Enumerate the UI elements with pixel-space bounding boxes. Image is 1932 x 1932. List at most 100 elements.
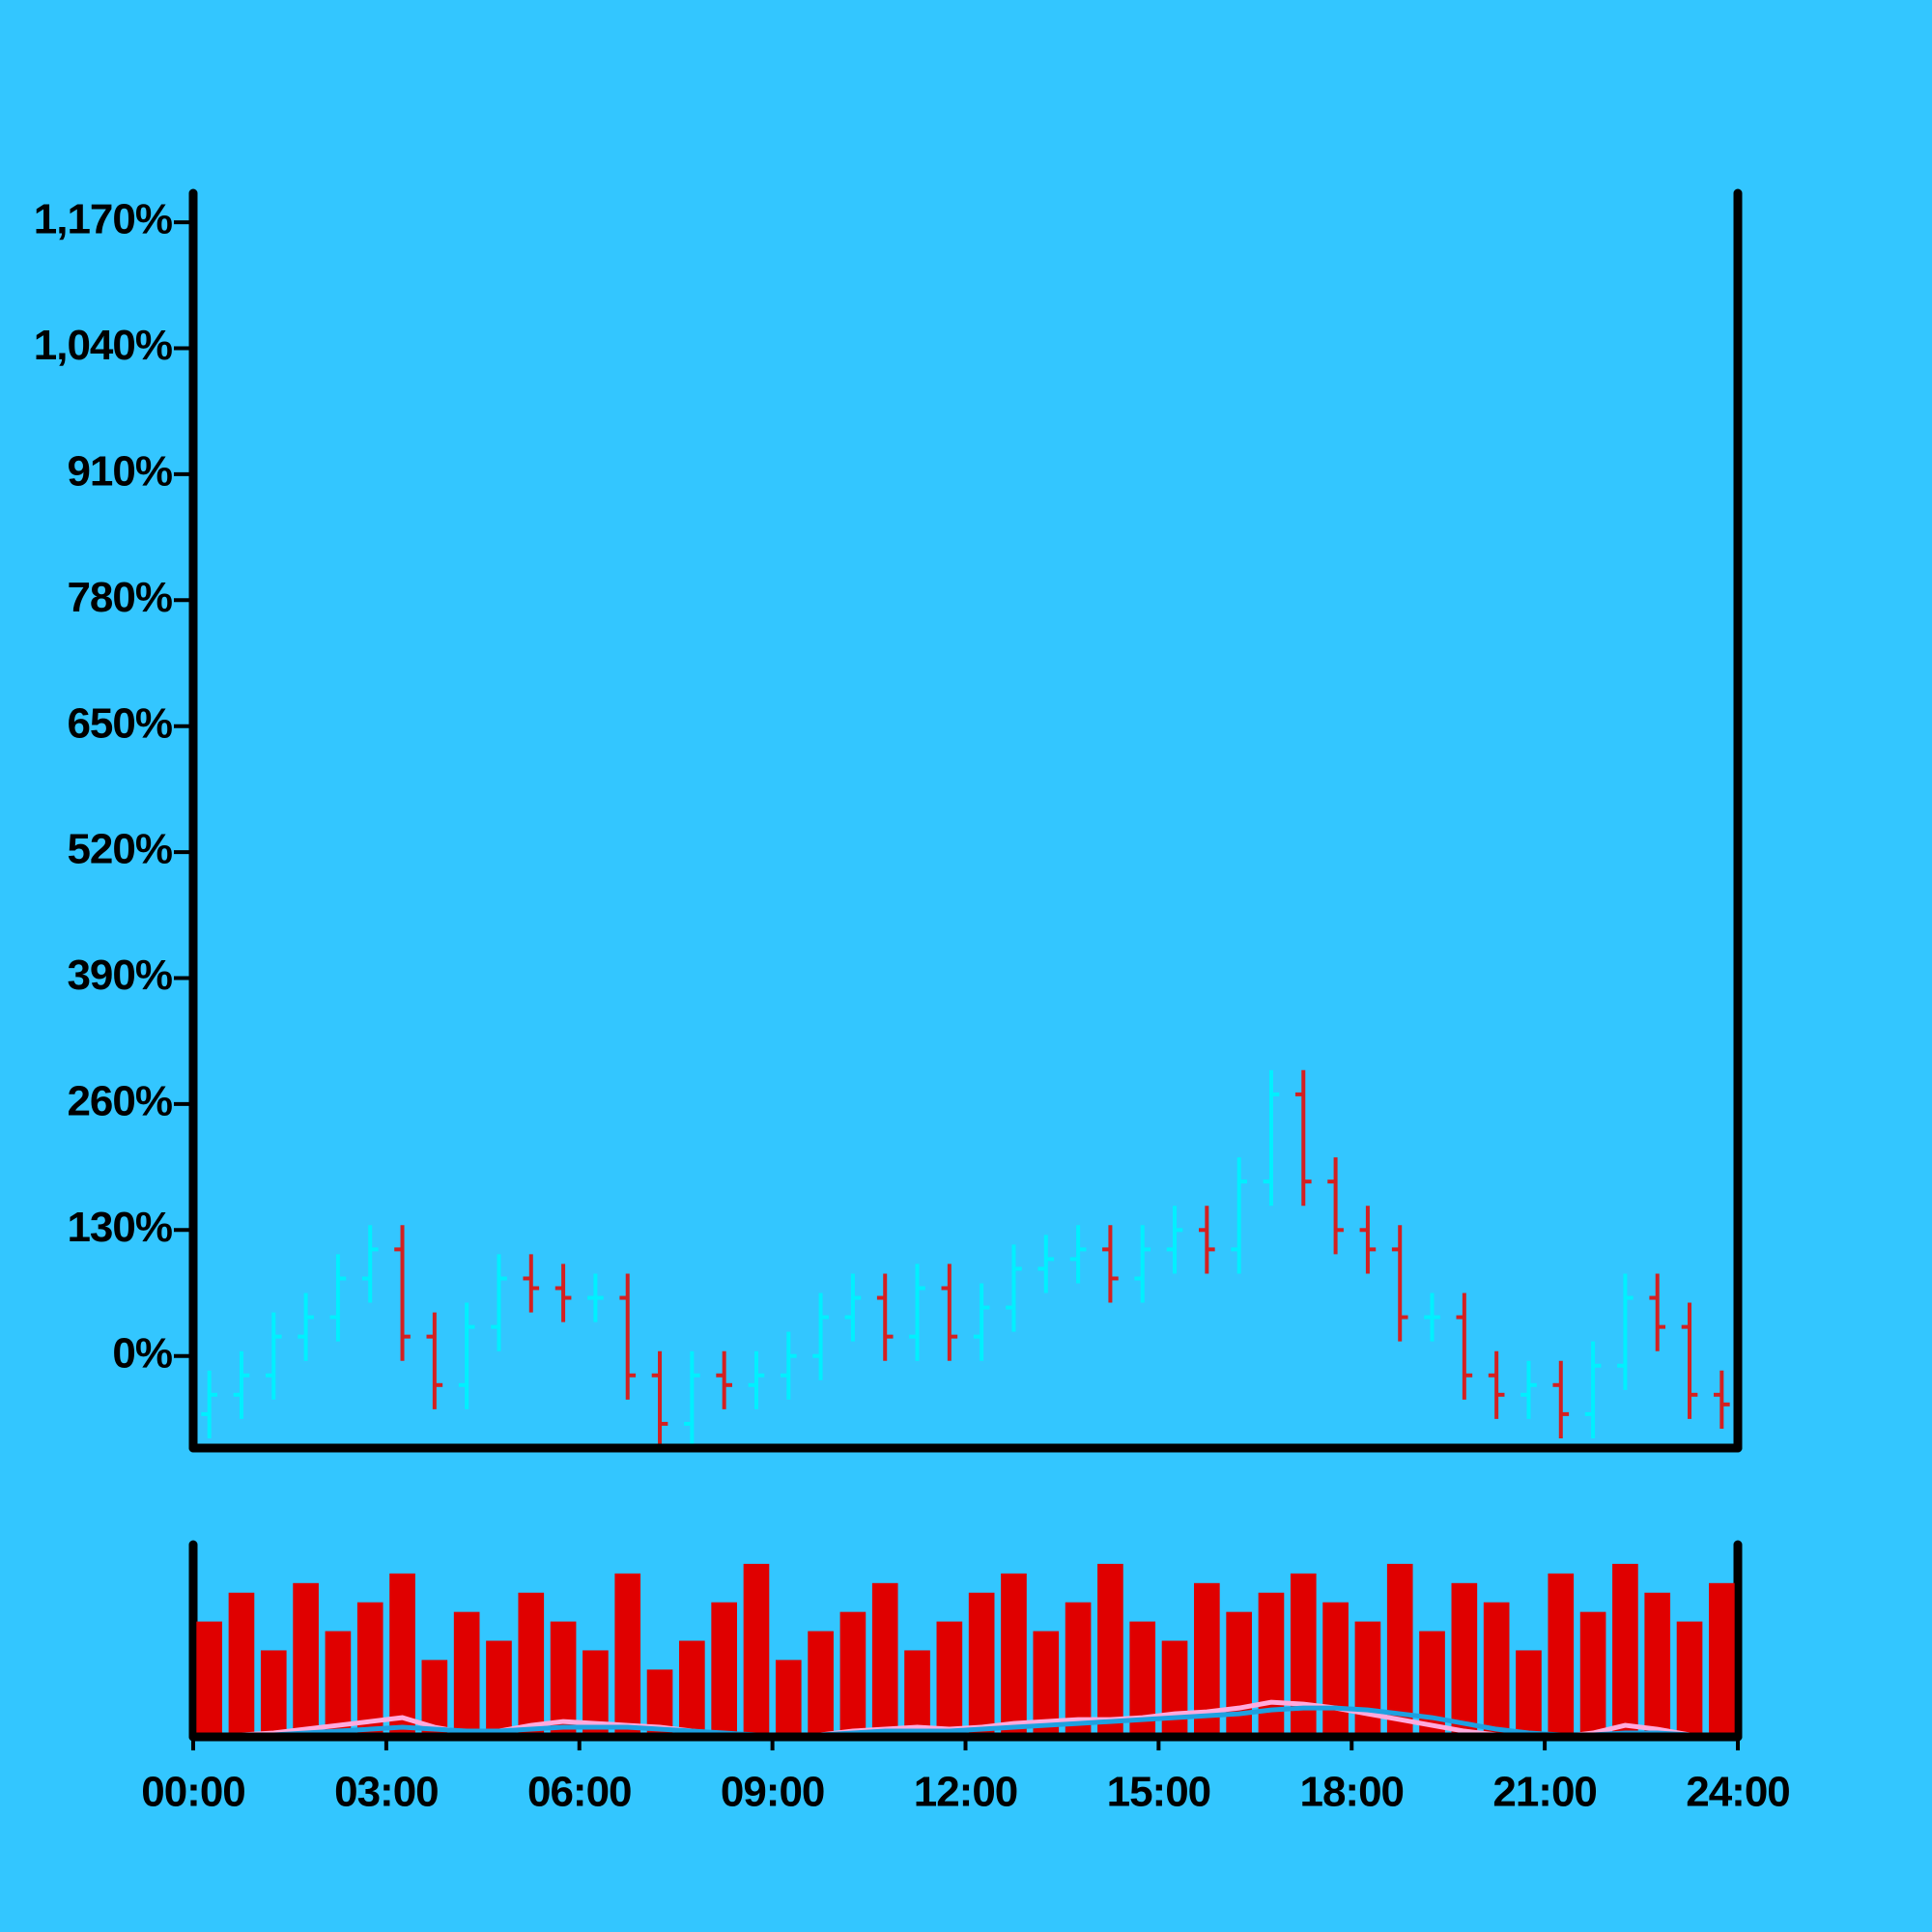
volume-bar <box>550 1621 577 1737</box>
volume-bar <box>711 1602 737 1737</box>
ohlc-bar <box>298 1293 314 1361</box>
ohlc-bar <box>233 1350 250 1419</box>
ohlc-bar <box>523 1254 540 1313</box>
x-tick-label: 21:00 <box>1492 1769 1597 1816</box>
y-tick-label: 0% <box>112 1329 172 1377</box>
volume-bar <box>1579 1611 1606 1737</box>
volume-bar <box>936 1621 963 1737</box>
ohlc-bar <box>1617 1273 1634 1390</box>
y-tick-label: 260% <box>67 1078 172 1125</box>
volume-bar <box>1322 1602 1349 1737</box>
ohlc-bar <box>716 1350 732 1409</box>
ohlc-bar <box>812 1293 829 1380</box>
x-tick-label: 00:00 <box>141 1769 245 1816</box>
ohlc-bar <box>973 1283 990 1361</box>
volume-bar <box>1451 1582 1478 1737</box>
ohlc-bar <box>1714 1370 1730 1429</box>
ohlc-bar <box>426 1312 443 1409</box>
x-tick-label: 24:00 <box>1686 1769 1790 1816</box>
ohlc-bar <box>1520 1360 1537 1419</box>
ohlc-bar <box>1327 1157 1344 1255</box>
frame <box>188 188 1743 1742</box>
ohlc-bar <box>1584 1341 1602 1438</box>
volume-bar <box>356 1602 384 1737</box>
x-tick-label: 15:00 <box>1107 1769 1211 1816</box>
volume-bar <box>453 1611 480 1737</box>
volume-bar <box>1386 1563 1413 1737</box>
volume-bar <box>839 1611 867 1737</box>
ohlc-bar <box>329 1254 347 1342</box>
x-tick-label: 06:00 <box>527 1769 632 1816</box>
y-tick-label: 390% <box>67 952 172 999</box>
x-tick-label: 03:00 <box>334 1769 439 1816</box>
ohlc-bar <box>1134 1225 1151 1303</box>
ohlc-bar <box>651 1350 668 1448</box>
ohlc-bar <box>361 1225 379 1303</box>
volume-bar <box>808 1631 834 1737</box>
ohlc-bar <box>1231 1157 1247 1274</box>
ohlc-bar <box>554 1264 572 1322</box>
y-tick-label: 650% <box>67 699 172 747</box>
volume-bar <box>743 1563 770 1737</box>
ohlc-bar <box>1391 1225 1408 1342</box>
volume-bar <box>1483 1602 1510 1737</box>
ohlc-bar <box>1359 1206 1377 1274</box>
ohlc-bar <box>619 1273 637 1400</box>
ohlc-bar <box>458 1302 475 1409</box>
volume-bar <box>775 1660 802 1737</box>
y-tick-label: 1,040% <box>34 322 172 369</box>
volume-bar <box>1226 1611 1252 1737</box>
volume-bar <box>904 1650 930 1737</box>
ohlc-bar <box>909 1264 925 1361</box>
ohlc-bar <box>1006 1244 1022 1332</box>
volume-bar <box>1516 1650 1542 1737</box>
ohlc-bar <box>876 1273 894 1361</box>
volume-bar <box>1548 1573 1575 1737</box>
ohlc-bar <box>684 1350 700 1448</box>
y-tick-label: 130% <box>67 1204 172 1251</box>
ohlc-bar <box>587 1273 604 1322</box>
volume-line <box>209 1705 1722 1740</box>
volume-bar <box>871 1582 898 1737</box>
volume-bar <box>968 1592 995 1737</box>
x-tick-label: 12:00 <box>914 1769 1018 1816</box>
volume-bar <box>614 1573 641 1737</box>
ohlc-bar <box>1263 1069 1280 1207</box>
ohlc-bar <box>1037 1235 1055 1293</box>
volume-bar <box>260 1650 287 1737</box>
volume-bar <box>1258 1592 1285 1737</box>
x-tick-label: 09:00 <box>721 1769 825 1816</box>
ohlc-bar <box>780 1331 797 1400</box>
ohlc-bar <box>1199 1206 1215 1274</box>
ohlc-bar <box>1488 1350 1505 1419</box>
volume-bar <box>1612 1563 1638 1737</box>
volume-bar <box>679 1640 705 1737</box>
volume-bar <box>518 1592 545 1737</box>
volume-bar <box>1644 1592 1671 1737</box>
ohlc-bar <box>265 1312 282 1400</box>
volume-bar <box>1290 1573 1317 1737</box>
volume-bar <box>1161 1640 1188 1737</box>
x-tick-label: 18:00 <box>1299 1769 1404 1816</box>
volume-bar <box>228 1592 255 1737</box>
volume-bar <box>1065 1602 1092 1737</box>
volume-bar <box>1001 1573 1027 1737</box>
y-tick-label: 520% <box>67 826 172 873</box>
ohlc-bar <box>1649 1273 1666 1351</box>
ohlc-bar <box>1102 1225 1119 1303</box>
ohlc-bar <box>1294 1069 1312 1207</box>
ohlc-bar <box>1166 1206 1183 1274</box>
y-tick-label: 1,170% <box>34 196 172 243</box>
volume-bar <box>293 1582 319 1737</box>
ohlc-bar <box>1069 1225 1087 1284</box>
volume-bar <box>486 1640 512 1737</box>
ohlc-bar <box>941 1264 958 1361</box>
volume-bar <box>196 1621 222 1737</box>
y-tick-label: 780% <box>67 574 172 621</box>
ohlc-bar <box>491 1254 507 1351</box>
volume-bar <box>389 1573 415 1737</box>
ohlc-bar <box>1424 1293 1440 1342</box>
ohlc-bar <box>1456 1293 1473 1400</box>
volume-bar <box>1097 1563 1123 1737</box>
